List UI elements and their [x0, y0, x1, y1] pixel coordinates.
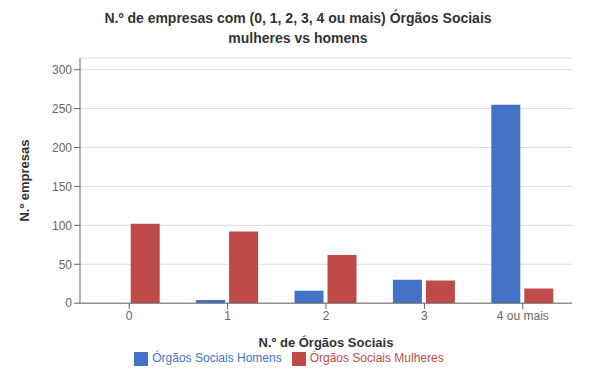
svg-text:100: 100 — [52, 219, 72, 233]
html-text:Órgãos Sociais Homens: Órgãos Sociais Homens — [152, 351, 282, 366]
svg-text:50: 50 — [59, 258, 73, 272]
svg-text:200: 200 — [52, 141, 72, 155]
html-text:Órgãos Sociais Mulheres: Órgãos Sociais Mulheres — [309, 351, 444, 366]
svg-text:0: 0 — [126, 309, 133, 323]
svg-text:4 ou mais: 4 ou mais — [497, 309, 549, 323]
svg-text:1: 1 — [224, 309, 231, 323]
svg-text:250: 250 — [52, 102, 72, 116]
svg-text:3: 3 — [421, 309, 428, 323]
svg-text:300: 300 — [52, 63, 72, 77]
svg-text:2: 2 — [323, 309, 330, 323]
svg-text:N.º empresas: N.º empresas — [17, 140, 32, 222]
html-text:mulheres vs homens: mulheres vs homens — [228, 30, 368, 46]
html-text:N.º de empresas com (0, 1, 2,: N.º de empresas com (0, 1, 2, 3, 4 ou ma… — [104, 10, 492, 26]
svg-text:0: 0 — [65, 296, 72, 310]
svg-text:N.º de Órgãos Sociais: N.º de Órgãos Sociais — [259, 335, 394, 350]
svg-text:150: 150 — [52, 180, 72, 194]
